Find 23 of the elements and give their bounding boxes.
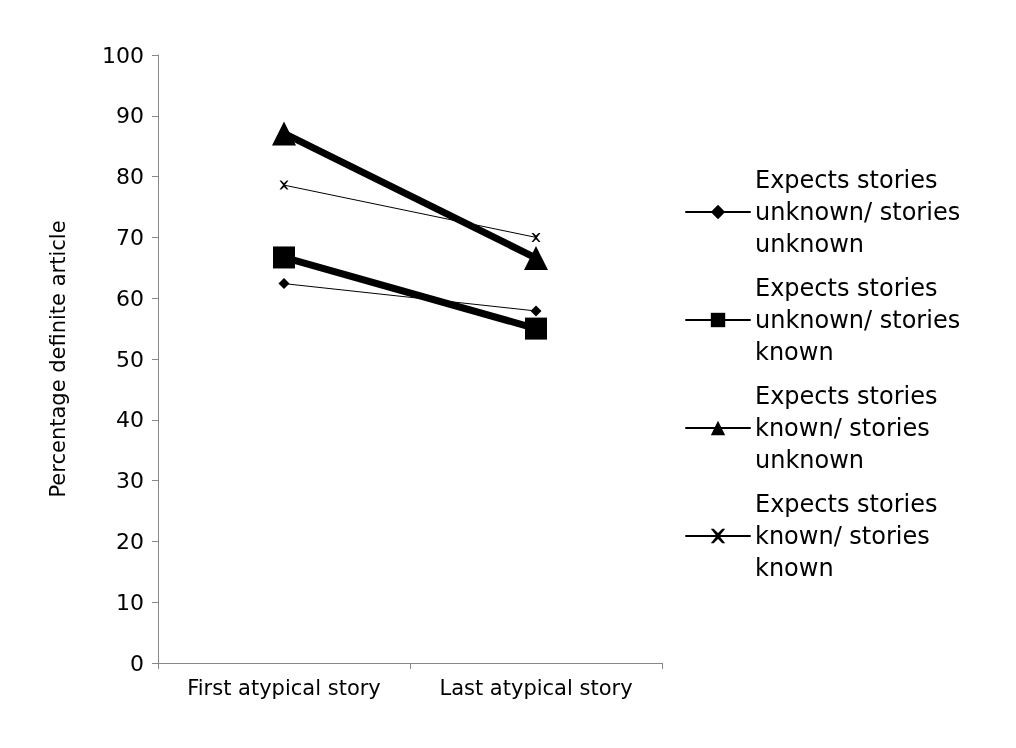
- x-tick-label: Last atypical story: [439, 675, 633, 700]
- point: [278, 278, 290, 290]
- y-tick-label: 60: [116, 285, 144, 311]
- point: [531, 232, 541, 242]
- legend-label: Expects stories known/ stories unknown: [755, 382, 946, 474]
- legend-label: Expects stories known/ stories known: [755, 490, 946, 582]
- point: [525, 317, 547, 340]
- y-tick-label: 10: [116, 589, 144, 615]
- y-tick-label: 20: [116, 528, 144, 554]
- legend-label: Expects stories unknown/ stories unknown: [755, 166, 968, 258]
- x-tick-label: First atypical story: [187, 675, 381, 700]
- y-tick-label: 80: [116, 164, 144, 190]
- y-tick-label: 90: [116, 103, 144, 129]
- legend-label: Expects stories unknown/ stories known: [755, 274, 968, 366]
- y-tick-label: 40: [116, 407, 144, 433]
- y-tick-label: 0: [130, 650, 144, 676]
- y-tick-label: 100: [102, 42, 144, 68]
- y-tick-label: 30: [116, 468, 144, 494]
- y-tick-label: 50: [116, 346, 144, 372]
- y-tick-label: 70: [116, 224, 144, 250]
- y-axis-title: Percentage definite article: [45, 220, 70, 498]
- point: [273, 246, 295, 269]
- point: [530, 305, 542, 317]
